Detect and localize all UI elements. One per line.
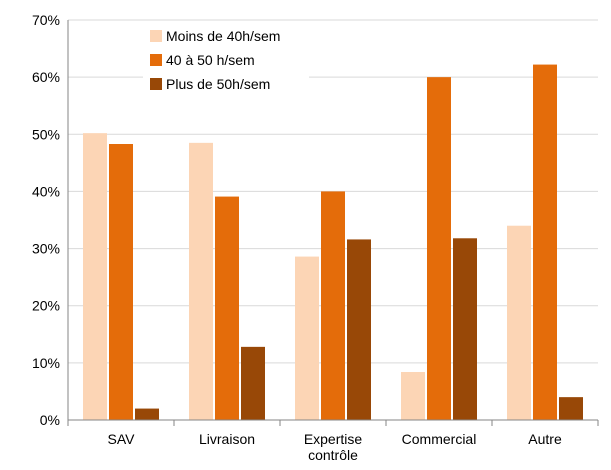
- legend-label: Plus de 50h/sem: [166, 76, 270, 92]
- x-tick-label: Expertise contrôle: [304, 431, 363, 463]
- bar: [533, 64, 557, 421]
- legend-label: 40 à 50 h/sem: [166, 52, 255, 68]
- x-tick-label-line: SAV: [108, 431, 136, 447]
- x-tick-label-line: Autre: [528, 431, 562, 447]
- legend-swatch: [150, 78, 162, 90]
- x-tick-label: Commercial: [402, 431, 477, 447]
- y-tick-label: 40%: [32, 183, 60, 199]
- legend-background: [143, 23, 309, 105]
- bar: [295, 256, 319, 420]
- legend-swatch: [150, 54, 162, 66]
- bar: [401, 372, 425, 420]
- legend: Moins de 40h/sem 40 à 50 h/sem Plus de 50h…: [143, 23, 309, 105]
- bar: [427, 77, 451, 421]
- legend-swatch: [150, 30, 162, 42]
- bar: [215, 196, 239, 420]
- x-tick-label-line: Livraison: [199, 431, 255, 447]
- y-tick-labels: 0% 10% 20% 30% 40% 50% 60% 70%: [32, 12, 60, 428]
- bar: [507, 225, 531, 420]
- x-tick-label-line: Commercial: [402, 431, 477, 447]
- y-tick-label: 50%: [32, 126, 60, 142]
- x-tick-label: Livraison: [199, 431, 255, 447]
- y-tick-label: 70%: [32, 12, 60, 28]
- bar: [135, 408, 159, 420]
- bar: [241, 346, 265, 420]
- bar: [559, 397, 583, 420]
- bars: [83, 64, 583, 421]
- x-tick-label: SAV: [108, 431, 136, 447]
- y-tick-label: 10%: [32, 355, 60, 371]
- y-tick-label: 0%: [40, 412, 60, 428]
- x-tick-label-line: contrôle: [308, 447, 358, 463]
- bar: [109, 144, 133, 420]
- bar: [189, 142, 213, 420]
- bar: [347, 239, 371, 420]
- y-tick-label: 30%: [32, 241, 60, 257]
- y-tick-label: 60%: [32, 69, 60, 85]
- legend-label: Moins de 40h/sem: [166, 28, 280, 44]
- bar: [453, 238, 477, 420]
- bar: [83, 133, 107, 420]
- x-tick-label-line: Expertise: [304, 431, 363, 447]
- axes: [67, 20, 599, 426]
- x-tick-labels: SAV Livraison Expertise contrôle Commercial A…: [108, 431, 562, 463]
- bar: [321, 191, 345, 420]
- y-tick-label: 20%: [32, 298, 60, 314]
- x-tick-label: Autre: [528, 431, 562, 447]
